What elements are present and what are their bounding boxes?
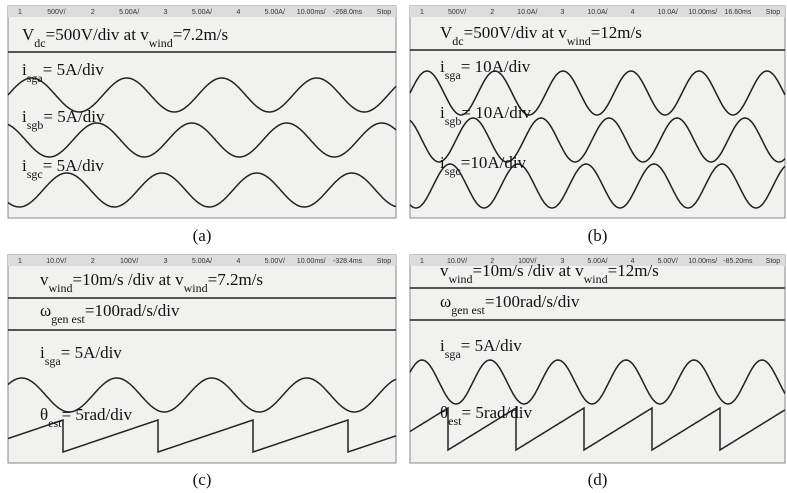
subscript: dc — [452, 34, 463, 48]
label-text: ω — [40, 301, 51, 320]
header-item: 16.60ms — [724, 9, 751, 16]
panel-caption: (b) — [588, 226, 608, 245]
label-text: = 5A/div — [43, 156, 105, 175]
subscript: sga — [45, 354, 62, 368]
header-item: 3 — [560, 9, 564, 16]
subscript: sga — [445, 68, 462, 82]
subscript: wind — [149, 36, 173, 50]
header-item: 2 — [91, 258, 95, 265]
label-text: =100rad/s/div — [485, 292, 580, 311]
header-item: Stop — [766, 258, 781, 265]
header-item: Stop — [377, 258, 392, 265]
header-item: -268.0ms — [333, 9, 363, 16]
header-item: 2 — [91, 9, 95, 16]
subscript: gen est — [451, 303, 485, 317]
header-item: 1 — [420, 9, 424, 16]
subscript: wind — [184, 281, 208, 295]
label-text: =10A/div — [461, 153, 527, 172]
scope-panel: 1 500V/2 10.0A/3 10.0A/4 10.0A/10.00ms/16.60… — [410, 6, 785, 218]
header-item: 4 — [236, 9, 240, 16]
header-item: -85.20ms — [723, 258, 753, 265]
subscript: sgc — [445, 164, 461, 178]
scope-panel: 1 10.0V/2 100V/3 5.00A/4 5.00V/10.00ms/ -328.… — [8, 255, 396, 463]
label-text: = 5rad/div — [462, 403, 533, 422]
label-text: =500V/div at v — [464, 23, 568, 42]
subscript: sgb — [445, 114, 462, 128]
figure: 1 500V/2 5.00A/3 5.00A/4 5.00A/10.00ms/ -268.… — [0, 0, 787, 493]
subscript: sgb — [27, 118, 44, 132]
label-text: =10m/s /div at v — [73, 270, 185, 289]
header-item: 10.00ms/ — [688, 258, 717, 265]
label-text: ω — [440, 292, 451, 311]
label-text: = 5A/div — [61, 343, 123, 362]
header-item: 500V/ — [448, 9, 466, 16]
label-text: = 10A/div — [461, 57, 531, 76]
header-item: 5.00V/ — [658, 258, 678, 265]
subscript: sga — [27, 71, 44, 85]
header-item: Stop — [766, 9, 781, 16]
subscript: est — [448, 414, 462, 428]
subscript: wind — [49, 281, 73, 295]
label-text: = 10A/div — [461, 103, 531, 122]
label-text: V — [440, 23, 453, 42]
header-item: 1 — [420, 258, 424, 265]
header-item: 10.00ms/ — [688, 9, 717, 16]
header-item: 4 — [631, 9, 635, 16]
header-item: 10.0A/ — [587, 9, 607, 16]
label-text: V — [22, 25, 35, 44]
label-text: θ — [440, 403, 448, 422]
header-item: 3 — [164, 258, 168, 265]
label-text: = 5A/div — [43, 60, 105, 79]
header-item: 3 — [164, 9, 168, 16]
label-text: =12m/s — [591, 23, 642, 42]
panel-caption: (d) — [588, 470, 608, 489]
header-item: 10.00ms/ — [297, 258, 326, 265]
header-item: 5.00V/ — [265, 258, 285, 265]
header-item: 100V/ — [120, 258, 138, 265]
label-text: =7.2m/s — [173, 25, 228, 44]
header-item: 10.0A/ — [517, 9, 537, 16]
header-item: 5.00A/ — [119, 9, 139, 16]
header-item: 2 — [490, 9, 494, 16]
header-item: 4 — [236, 258, 240, 265]
scope-screen — [410, 255, 785, 463]
label-text: = 5A/div — [43, 107, 105, 126]
header-item: 5.00A/ — [587, 258, 607, 265]
panel-caption: (c) — [193, 470, 212, 489]
label-text: =500V/div at v — [46, 25, 150, 44]
header-item: 5.00A/ — [192, 258, 212, 265]
header-item: Stop — [377, 9, 392, 16]
subscript: wind — [449, 272, 473, 286]
label-text: =100rad/s/div — [85, 301, 180, 320]
subscript: gen est — [51, 312, 85, 326]
subscript: est — [48, 416, 62, 430]
label-text: θ — [40, 405, 48, 424]
header-item: 5.00A/ — [192, 9, 212, 16]
label-text: =7.2m/s — [208, 270, 263, 289]
header-item: 1 — [18, 258, 22, 265]
header-item: 500V/ — [47, 9, 65, 16]
header-item: 10.0V/ — [447, 258, 467, 265]
subscript: sga — [445, 347, 462, 361]
label-text: = 5A/div — [461, 336, 523, 355]
header-item: 10.00ms/ — [297, 9, 326, 16]
label-text: = 5rad/div — [62, 405, 133, 424]
header-item: 10.0V/ — [46, 258, 66, 265]
subscript: wind — [584, 272, 608, 286]
header-item: 1 — [18, 9, 22, 16]
scope-panel: 1 500V/2 5.00A/3 5.00A/4 5.00A/10.00ms/ -268.… — [8, 6, 396, 218]
label-text: =12m/s — [608, 261, 659, 280]
panel-caption: (a) — [193, 226, 212, 245]
label-text: =10m/s /div at v — [473, 261, 585, 280]
header-item: 5.00A/ — [265, 9, 285, 16]
subscript: wind — [567, 34, 591, 48]
subscript: sgc — [27, 167, 43, 181]
header-item: 10.0A/ — [658, 9, 678, 16]
subscript: dc — [34, 36, 45, 50]
header-item: -328.4ms — [333, 258, 363, 265]
